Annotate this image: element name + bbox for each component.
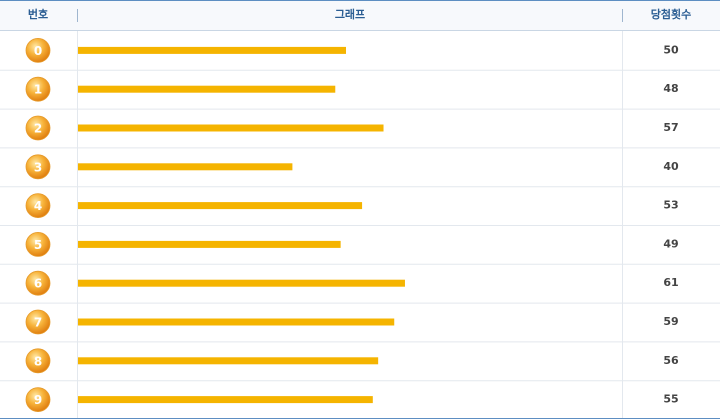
win-count: 53 bbox=[663, 199, 678, 212]
bar bbox=[78, 240, 341, 248]
bar bbox=[78, 85, 336, 93]
number-ball bbox=[25, 270, 51, 296]
bar bbox=[78, 357, 379, 365]
bar bbox=[78, 318, 395, 326]
header-bg bbox=[0, 0, 720, 30]
ball-number: 7 bbox=[34, 316, 42, 330]
number-ball bbox=[25, 154, 51, 180]
number-ball bbox=[25, 348, 51, 374]
ball-number: 1 bbox=[34, 83, 42, 97]
column-header: 그래프 bbox=[335, 7, 365, 21]
win-count: 55 bbox=[663, 393, 678, 406]
number-ball bbox=[25, 115, 51, 141]
win-count: 40 bbox=[663, 160, 679, 173]
win-count: 59 bbox=[663, 315, 678, 328]
bar bbox=[78, 46, 346, 54]
number-ball bbox=[25, 76, 51, 102]
bar bbox=[78, 124, 384, 132]
number-ball bbox=[25, 231, 51, 257]
bar bbox=[78, 279, 405, 287]
bar bbox=[78, 163, 293, 171]
win-count: 57 bbox=[663, 121, 678, 134]
bar bbox=[78, 202, 363, 210]
ball-number: 2 bbox=[34, 122, 42, 136]
win-count: 56 bbox=[663, 354, 679, 367]
bar bbox=[78, 396, 373, 404]
number-ball bbox=[25, 387, 51, 413]
win-count: 50 bbox=[663, 43, 679, 56]
number-ball bbox=[25, 193, 51, 219]
column-header: 번호 bbox=[28, 7, 48, 21]
ball-number: 4 bbox=[34, 199, 42, 213]
ball-number: 3 bbox=[34, 160, 42, 174]
win-count: 61 bbox=[663, 276, 678, 289]
win-count: 48 bbox=[663, 82, 678, 95]
ball-number: 8 bbox=[34, 354, 42, 368]
ball-number: 6 bbox=[34, 277, 42, 291]
column-header: 당첨횟수 bbox=[651, 7, 691, 21]
ball-number: 9 bbox=[34, 393, 42, 407]
ball-number: 5 bbox=[34, 238, 42, 252]
win-count: 49 bbox=[663, 237, 678, 250]
number-ball bbox=[25, 38, 51, 63]
number-ball bbox=[25, 309, 51, 335]
ball-number: 0 bbox=[34, 44, 42, 58]
